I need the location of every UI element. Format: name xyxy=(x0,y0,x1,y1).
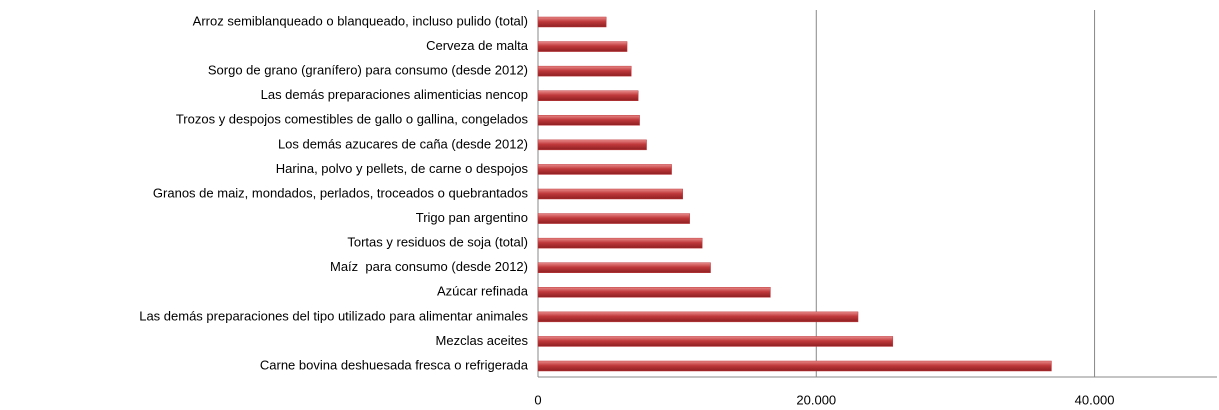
bar xyxy=(537,115,640,126)
bar xyxy=(537,237,703,249)
x-tick-label: 0 xyxy=(534,392,541,407)
y-tick-label: Azúcar refinada xyxy=(437,284,529,299)
y-tick-label: Maíz para consumo (desde 2012) xyxy=(330,259,528,274)
x-tick-label: 20.000 xyxy=(796,392,836,407)
y-tick-label: Mezclas aceites xyxy=(436,333,529,348)
y-tick-label: Los demás azucares de caña (desde 2012) xyxy=(278,136,528,151)
y-tick-label: Cerveza de malta xyxy=(426,38,529,53)
bar xyxy=(537,360,1052,372)
bar xyxy=(537,41,628,52)
y-tick-label: Tortas y residuos de soja (total) xyxy=(347,235,528,250)
x-tick-label: 40.000 xyxy=(1075,392,1115,407)
y-tick-label: Trigo pan argentino xyxy=(416,210,528,225)
bar xyxy=(537,262,711,273)
bar xyxy=(537,164,672,175)
bar xyxy=(537,16,607,28)
bar xyxy=(537,188,683,200)
bar xyxy=(537,287,771,298)
y-tick-label: Harina, polvo y pellets, de carne o desp… xyxy=(276,161,529,176)
y-tick-label: Arroz semiblanqueado o blanqueado, inclu… xyxy=(193,13,528,28)
bar xyxy=(537,139,647,151)
bar xyxy=(537,65,632,77)
bar xyxy=(537,90,639,101)
y-tick-label: Granos de maiz, mondados, perlados, troc… xyxy=(153,185,529,200)
y-tick-label: Trozos y despojos comestibles de gallo o… xyxy=(176,112,529,127)
bar xyxy=(537,213,690,224)
bar xyxy=(537,311,859,323)
bar xyxy=(537,336,894,347)
y-tick-label: Sorgo de grano (granífero) para consumo … xyxy=(208,63,528,78)
y-tick-label: Las demás preparaciones del tipo utiliza… xyxy=(139,308,528,323)
y-tick-label: Carne bovina deshuesada fresca o refrige… xyxy=(260,357,529,372)
y-tick-label: Las demás preparaciones alimenticias nen… xyxy=(261,87,528,102)
